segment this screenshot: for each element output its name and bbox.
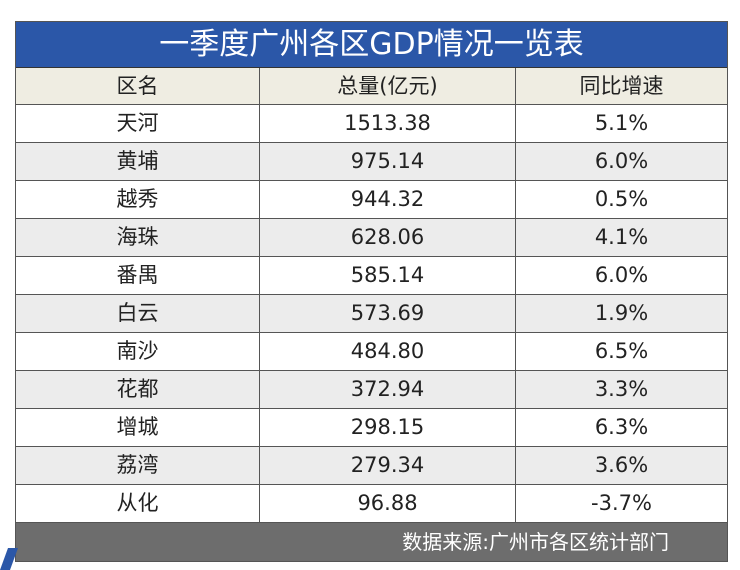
cell-district: 天河 xyxy=(16,105,260,142)
header-total: 总量(亿元) xyxy=(260,68,516,104)
cell-growth: 3.6% xyxy=(594,453,649,477)
table-title: 一季度广州各区GDP情况一览表 xyxy=(16,22,727,68)
cell-growth: 1.9% xyxy=(594,301,649,325)
cell-growth: 6.5% xyxy=(594,339,649,363)
cell-district: 南沙 xyxy=(16,333,260,370)
cell-growth: 5.1% xyxy=(594,111,649,135)
cell-growth: 6.0% xyxy=(594,263,649,287)
cell-growth: -3.7% xyxy=(591,491,652,515)
gdp-table: 一季度广州各区GDP情况一览表 区名 总量(亿元) 同比增速 天河 1513.38… xyxy=(15,21,728,562)
cell-total: 573.69 xyxy=(260,295,516,332)
cell-total: 585.14 xyxy=(260,257,516,294)
cell-district: 海珠 xyxy=(16,219,260,256)
cell-district: 番禺 xyxy=(16,257,260,294)
cell-total: 279.34 xyxy=(260,447,516,484)
table-row: 海珠 628.06 4.1% xyxy=(16,219,727,257)
table-row: 越秀 944.32 0.5% xyxy=(16,181,727,219)
table-row: 天河 1513.38 5.1% xyxy=(16,105,727,143)
header-growth: 同比增速 xyxy=(579,74,664,98)
table-row: 南沙 484.80 6.5% xyxy=(16,333,727,371)
cell-total: 944.32 xyxy=(260,181,516,218)
cell-growth: 6.0% xyxy=(594,149,649,173)
cell-total: 1513.38 xyxy=(260,105,516,142)
cell-total: 298.15 xyxy=(260,409,516,446)
table-row: 增城 298.15 6.3% xyxy=(16,409,727,447)
table-header-row: 区名 总量(亿元) 同比增速 xyxy=(16,68,727,105)
cell-total: 96.88 xyxy=(260,485,516,522)
cell-district: 增城 xyxy=(16,409,260,446)
table-row: 黄埔 975.14 6.0% xyxy=(16,143,727,181)
header-district: 区名 xyxy=(16,68,260,104)
cell-total: 484.80 xyxy=(260,333,516,370)
cell-growth: 6.3% xyxy=(594,415,649,439)
table-source: 数据来源:广州市各区统计部门 xyxy=(16,523,727,561)
cell-district: 从化 xyxy=(16,485,260,522)
table-body: 天河 1513.38 5.1% 黄埔 975.14 6.0% 越秀 944.32 0.5% 海珠 6… xyxy=(16,105,727,523)
cell-growth: 0.5% xyxy=(594,187,649,211)
cell-total: 628.06 xyxy=(260,219,516,256)
cell-growth: 3.3% xyxy=(594,377,649,401)
table-row: 白云 573.69 1.9% xyxy=(16,295,727,333)
cell-growth: 4.1% xyxy=(594,225,649,249)
table-row: 花都 372.94 3.3% xyxy=(16,371,727,409)
table-row: 番禺 585.14 6.0% xyxy=(16,257,727,295)
cell-district: 白云 xyxy=(16,295,260,332)
cell-district: 越秀 xyxy=(16,181,260,218)
cell-district: 荔湾 xyxy=(16,447,260,484)
cell-district: 黄埔 xyxy=(16,143,260,180)
table-row: 荔湾 279.34 3.6% xyxy=(16,447,727,485)
cell-district: 花都 xyxy=(16,371,260,408)
cell-total: 372.94 xyxy=(260,371,516,408)
cell-total: 975.14 xyxy=(260,143,516,180)
table-row: 从化 96.88 -3.7% xyxy=(16,485,727,523)
